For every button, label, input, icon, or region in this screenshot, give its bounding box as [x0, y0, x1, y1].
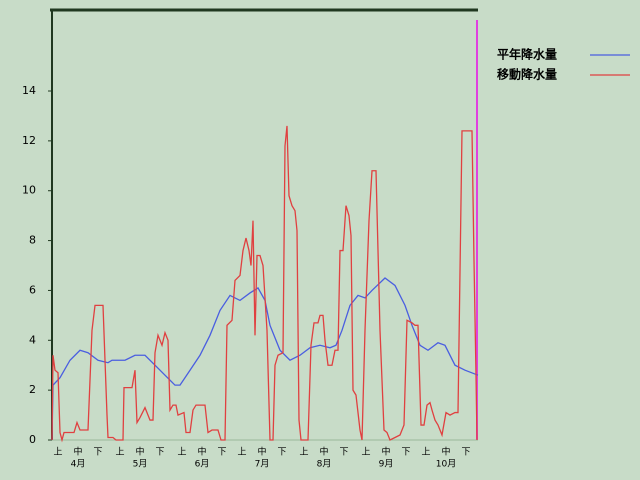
x-tick-label: 中 [73, 446, 82, 458]
x-tick-label: 中 [257, 446, 266, 458]
x-tick-label: 上 [177, 447, 186, 458]
x-tick-label: 中 [441, 446, 450, 458]
y-tick-label: 8 [29, 234, 36, 247]
month-label: 7月 [255, 459, 270, 470]
x-tick-label: 上 [115, 447, 124, 458]
x-tick-label: 上 [299, 447, 308, 458]
x-tick-label: 下 [339, 448, 348, 458]
y-tick-label: 10 [22, 184, 36, 197]
x-tick-label: 中 [381, 446, 390, 458]
x-tick-label: 下 [93, 448, 102, 458]
y-tick-label: 12 [22, 134, 36, 147]
x-tick-label: 上 [53, 447, 62, 458]
y-tick-label: 6 [29, 283, 36, 296]
x-tick-label: 下 [461, 448, 470, 458]
x-tick-label: 下 [155, 448, 164, 458]
month-label: 5月 [133, 459, 148, 470]
x-tick-label: 下 [277, 448, 286, 458]
x-tick-label: 下 [217, 448, 226, 458]
legend-label: 平年降水量 [497, 47, 557, 62]
x-tick-label: 中 [319, 446, 328, 458]
month-label: 6月 [195, 459, 210, 470]
month-label: 8月 [317, 459, 332, 470]
y-tick-label: 4 [29, 333, 36, 346]
month-label: 4月 [71, 459, 86, 470]
x-tick-label: 上 [237, 447, 246, 458]
month-label: 10月 [436, 459, 456, 470]
month-label: 9月 [379, 459, 394, 470]
series-line [51, 125, 478, 443]
legend-label: 移動降水量 [497, 67, 557, 82]
x-tick-label: 中 [135, 446, 144, 458]
y-tick-label: 2 [29, 383, 36, 396]
x-tick-label: 中 [197, 446, 206, 458]
x-tick-label: 上 [361, 447, 370, 458]
y-tick-label: 14 [22, 84, 36, 97]
x-tick-label: 下 [401, 448, 410, 458]
x-tick-label: 上 [421, 447, 430, 458]
y-tick-label: 0 [29, 433, 36, 446]
